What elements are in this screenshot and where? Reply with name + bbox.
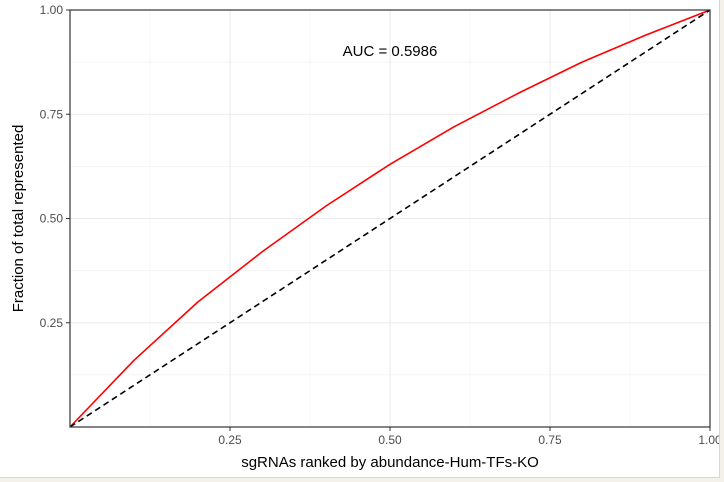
x-axis-title: sgRNAs ranked by abundance-Hum-TFs-KO [241,454,539,471]
auc-annotation: AUC = 0.5986 [343,43,438,60]
y-tick-label-3: 1.00 [40,3,64,17]
y-tick-label-2: 0.75 [40,107,64,121]
y-tick-label-0: 0.25 [40,316,64,330]
x-tick-label-3: 1.00 [698,433,719,447]
series-layer [69,9,711,428]
x-tick-label-1: 0.50 [378,433,402,447]
x-tick-layer: 0.25 0.50 0.75 1.00 [218,427,722,447]
grid-layer [70,10,710,427]
y-tick-layer: 0.25 0.50 0.75 1.00 [40,3,70,330]
panel-border [69,9,711,428]
roc-curve [69,9,711,428]
x-tick-label-0: 0.25 [218,433,242,447]
y-axis-title: Fraction of total represented [10,125,27,313]
reference-line [69,9,711,428]
x-tick-label-2: 0.75 [538,433,562,447]
y-tick-label-1: 0.50 [40,212,64,226]
